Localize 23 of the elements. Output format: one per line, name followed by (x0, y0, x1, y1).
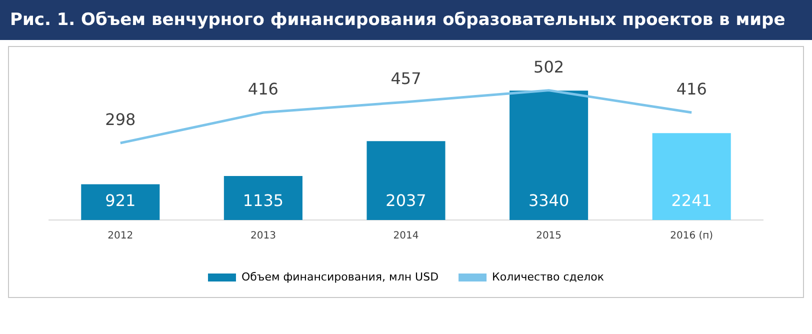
data-label: 2037 (386, 191, 426, 210)
legend-label: Объем финансирования, млн USD (241, 270, 439, 284)
data-label: 416 (248, 80, 278, 99)
x-tick-label: 2016 (п) (670, 230, 714, 242)
bar (652, 133, 731, 220)
data-label: 457 (390, 69, 422, 88)
bar (81, 184, 160, 220)
x-tick-label: 2014 (393, 230, 419, 242)
data-label: 502 (534, 57, 564, 76)
bar (366, 141, 446, 220)
chart-title: Рис. 1. Объем венчурного финансирования образовательных проектов в мире (0, 0, 812, 40)
legend-label: Количество сделок (492, 270, 604, 284)
data-label: 1135 (242, 191, 284, 210)
data-label: 416 (676, 80, 707, 99)
bar (224, 176, 302, 220)
data-label: 3340 (528, 191, 570, 210)
data-label: 921 (105, 191, 136, 210)
x-tick-label: 2013 (250, 230, 276, 242)
data-label: 2241 (671, 191, 712, 210)
x-tick-label: 2012 (108, 230, 134, 242)
bar (510, 90, 588, 220)
x-tick-label: 2015 (536, 230, 562, 242)
data-label: 298 (105, 110, 136, 130)
